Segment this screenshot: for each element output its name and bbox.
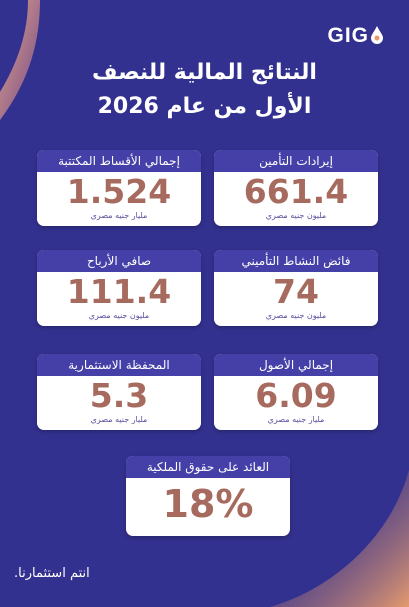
metric-card: صافي الأرباح 111.4 مليون جنيه مصري — [37, 250, 201, 326]
card-value: 6.09 — [255, 376, 337, 415]
card-unit: مليار جنيه مصري — [90, 211, 148, 220]
card-unit: مليار جنيه مصري — [90, 415, 148, 424]
metric-card: إيرادات التأمين 661.4 مليون جنيه مصري — [214, 150, 378, 226]
metric-card: إجمالي الأقساط المكتتبة 1.524 مليار جنيه م… — [37, 150, 201, 226]
card-label: إجمالي الأصول — [214, 354, 378, 376]
title: النتائج المالية للنصف — [92, 60, 317, 85]
card-value: 1.524 — [66, 172, 172, 211]
card-value: 111.4 — [66, 272, 172, 311]
card-label: إجمالي الأقساط المكتتبة — [37, 150, 201, 172]
logo-icon — [371, 26, 383, 44]
metric-card: العائد على حقوق الملكية 18% — [126, 456, 290, 536]
card-label: العائد على حقوق الملكية — [126, 456, 290, 478]
card-unit: مليون جنيه مصري — [88, 311, 150, 320]
card-label: صافي الأرباح — [37, 250, 201, 272]
card-unit: مليون جنيه مصري — [265, 211, 327, 220]
card-value: 661.4 — [243, 172, 349, 211]
card-label: فائض النشاط التأميني — [214, 250, 378, 272]
metric-card: المحفظة الاستثمارية 5.3 مليار جنيه مصري — [37, 354, 201, 430]
title: الأول من عام 2026 — [97, 94, 312, 119]
metric-card: إجمالي الأصول 6.09 مليار جنيه مصري — [214, 354, 378, 430]
metric-card: فائض النشاط التأميني 74 مليون جنيه مصري — [214, 250, 378, 326]
card-label: المحفظة الاستثمارية — [37, 354, 201, 376]
card-value: 18% — [162, 482, 254, 526]
card-value: 5.3 — [89, 376, 149, 415]
card-unit: مليون جنيه مصري — [265, 311, 327, 320]
card-unit: مليار جنيه مصري — [267, 415, 325, 424]
card-value: 74 — [273, 272, 319, 311]
footer-slogan: انتم استثمارنا. — [14, 566, 90, 581]
logo: GIG — [327, 24, 369, 47]
card-label: إيرادات التأمين — [214, 150, 378, 172]
